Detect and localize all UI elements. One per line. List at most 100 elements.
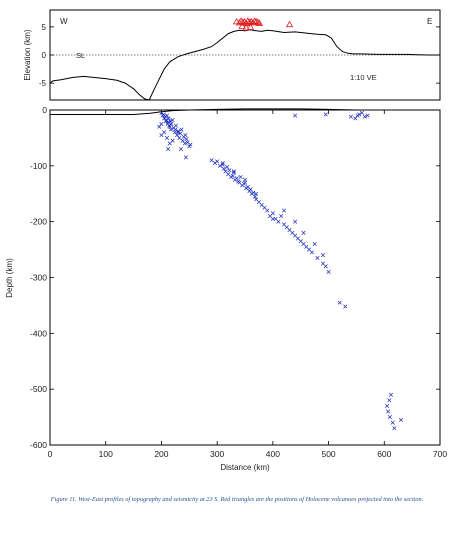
sea-level-label: SL — [76, 51, 85, 60]
earthquake-marker — [326, 269, 331, 274]
earthquake-marker — [225, 164, 230, 169]
distance-tick-label-5: 500 — [321, 449, 335, 459]
volcano-markers — [232, 17, 294, 31]
earthquake-marker — [220, 160, 225, 166]
earthquake-marker — [387, 415, 392, 420]
seismicity-panel: 0 100 200 300 400 500 600 700 0 -100 -200 -300 -400… — [5, 105, 447, 472]
depth-axis-label: Depth (km) — [5, 258, 14, 298]
volcano-marker — [246, 23, 255, 30]
earthquake-marker — [179, 127, 184, 132]
distance-tick-label-3: 300 — [210, 449, 224, 459]
earthquake-marker — [281, 208, 287, 213]
earthquake-marker — [161, 112, 166, 117]
depth-tick-label-4: -400 — [30, 328, 47, 338]
earthquake-marker — [245, 185, 250, 190]
volcano-marker — [250, 17, 259, 24]
earthquake-marker — [357, 112, 362, 117]
earthquake-marker — [309, 250, 314, 255]
earthquake-marker — [323, 264, 328, 269]
volcano-marker — [242, 24, 250, 31]
earthquake-marker — [231, 170, 236, 175]
earthquake-marker — [385, 403, 390, 408]
earthquake-marker — [365, 113, 370, 118]
earthquake-marker — [164, 118, 169, 123]
earthquake-marker — [173, 123, 178, 128]
earthquake-marker — [220, 162, 225, 167]
earthquake-marker — [180, 138, 185, 143]
elevation-axis-label: Elevation (km) — [23, 29, 32, 80]
earthquake-marker — [170, 118, 175, 123]
earthquake-marker — [343, 304, 348, 309]
earthquake-marker — [212, 160, 217, 166]
depth-y-ticks: 0 -100 -200 -300 -400 -500 -600 — [30, 105, 440, 450]
earthquake-marker — [177, 135, 182, 140]
earthquake-marker — [254, 191, 259, 196]
earthquake-marker — [183, 155, 188, 160]
earthquake-marker — [168, 119, 173, 124]
surface-profile — [50, 108, 440, 115]
distance-x-ticks: 0 100 200 300 400 500 600 700 — [48, 110, 447, 459]
volcano-marker — [252, 17, 260, 25]
volcano-marker — [245, 18, 254, 25]
earthquake-marker — [353, 116, 358, 121]
earthquake-marker — [209, 158, 214, 163]
earthquake-marker — [270, 211, 275, 216]
earthquake-marker — [178, 147, 183, 152]
vertical-exaggeration-label: 1:10 VE — [350, 73, 377, 82]
earthquake-marker — [157, 124, 162, 129]
earthquake-marker — [315, 255, 320, 261]
earthquake-marker — [337, 300, 342, 305]
depth-tick-label-6: -600 — [30, 440, 47, 450]
earthquake-marker — [188, 142, 193, 147]
distance-tick-label-4: 400 — [266, 449, 280, 459]
depth-tick-label-3: -300 — [30, 273, 47, 283]
earthquake-marker — [390, 420, 395, 425]
earthquake-marker — [185, 140, 190, 145]
earthquake-marker — [386, 409, 391, 414]
volcano-marker — [254, 18, 262, 25]
distance-tick-label-2: 200 — [154, 449, 168, 459]
earthquake-marker — [230, 173, 235, 178]
earthquake-marker — [164, 113, 170, 118]
topo-ytick-label-1: 0 — [42, 51, 47, 60]
volcano-marker — [237, 17, 245, 24]
topo-ytick-label-2: 5 — [42, 23, 47, 32]
earthquake-marker — [234, 176, 239, 181]
earthquake-marker — [279, 214, 284, 219]
distance-tick-label-7: 700 — [433, 449, 447, 459]
volcano-marker — [238, 22, 246, 29]
earthquake-marker — [388, 392, 394, 397]
earthquake-marker — [248, 187, 253, 192]
earthquake-marker — [252, 194, 258, 199]
volcano-marker — [255, 19, 264, 26]
earthquake-marker — [265, 208, 270, 213]
topography-panel: -5 0 5 W E SL 1:10 VE Elevation (km) — [23, 9, 441, 101]
earthquake-marker — [312, 241, 317, 247]
earthquake-marker — [159, 110, 164, 115]
earthquake-marker — [164, 135, 170, 140]
distance-tick-label-1: 100 — [99, 449, 113, 459]
depth-tick-label-0: 0 — [42, 105, 47, 115]
depth-tick-label-5: -500 — [30, 384, 47, 394]
earthquake-marker — [168, 127, 173, 132]
earthquake-marker — [166, 116, 171, 121]
earthquake-marker — [293, 113, 298, 118]
earthquake-marker — [174, 133, 180, 138]
earthquake-marker — [242, 180, 248, 185]
earthquake-marker — [183, 133, 188, 138]
earthquake-marker — [348, 114, 353, 119]
earthquake-marker — [178, 131, 183, 136]
depth-tick-label-1: -100 — [30, 161, 47, 171]
earthquake-marker — [323, 112, 328, 117]
distance-tick-label-6: 600 — [377, 449, 391, 459]
earthquake-marker — [293, 219, 298, 224]
topo-ytick-label-0: -5 — [39, 79, 47, 88]
earthquake-marker — [392, 426, 397, 431]
earthquake-marker — [301, 230, 306, 235]
earthquake-marker — [167, 123, 172, 128]
earthquake-marker — [359, 110, 365, 115]
volcano-marker — [244, 17, 252, 24]
earthquake-markers — [157, 110, 404, 431]
earthquake-marker — [182, 141, 187, 146]
